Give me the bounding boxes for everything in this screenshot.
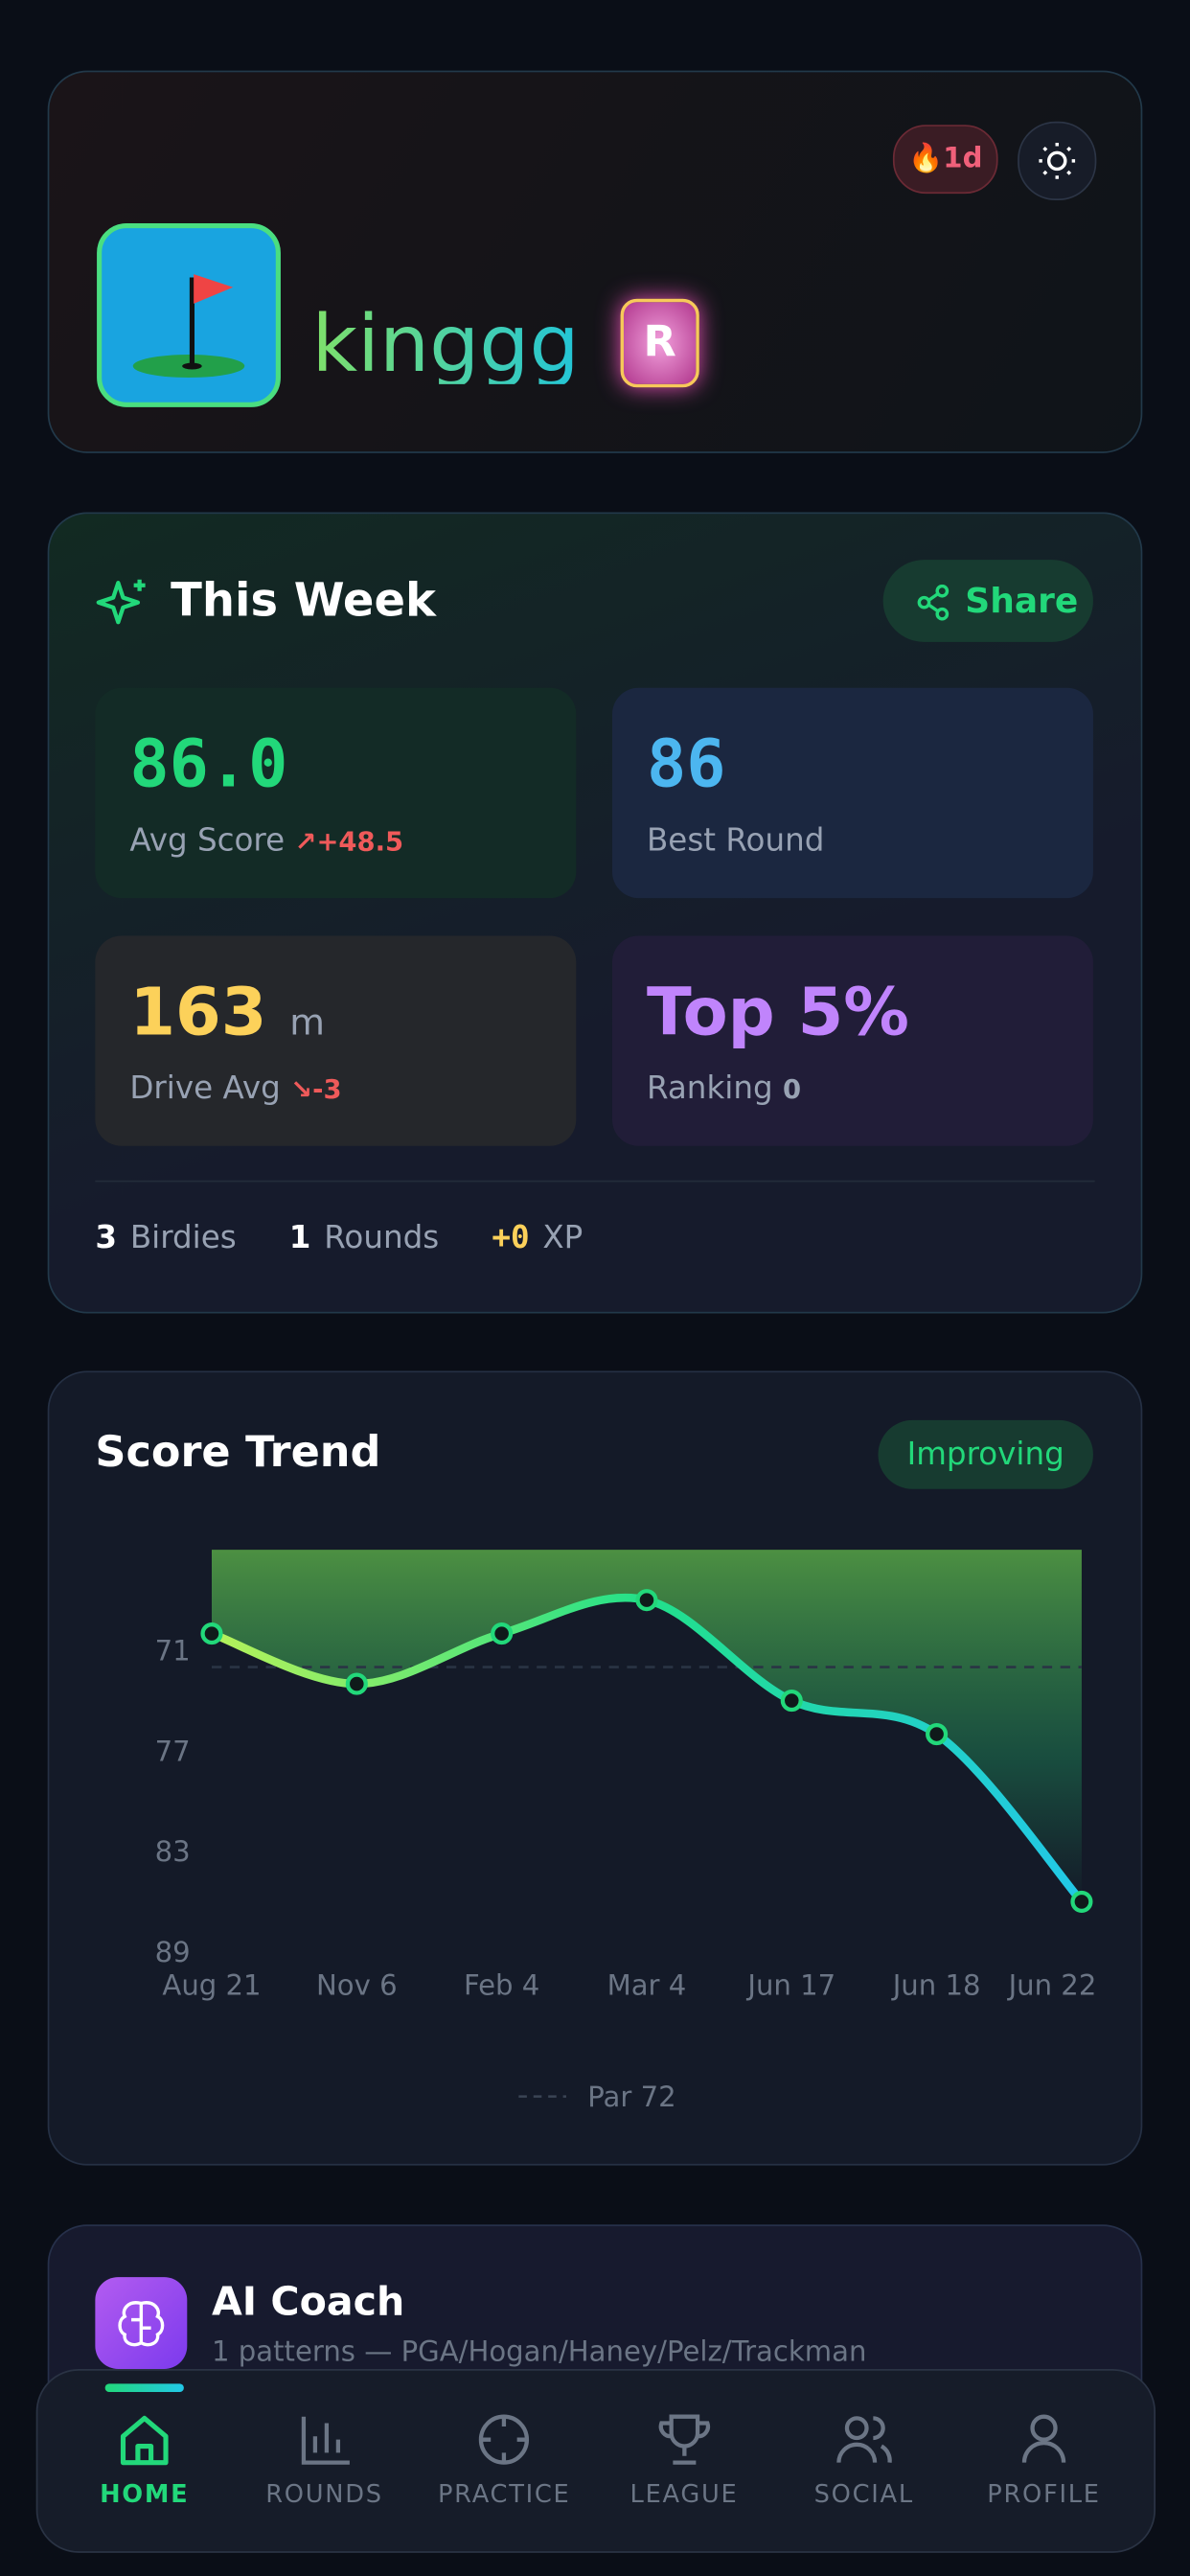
stat-delta: +48.5 [316, 825, 404, 858]
divider [95, 1180, 1095, 1183]
profile-card: 🔥1d kinggg R [47, 70, 1143, 453]
summary-value: 3 [95, 1219, 118, 1256]
coach-subtitle: 1 patterns — PGA/Hogan/Haney/Pelz/Trackm… [211, 2335, 867, 2370]
stat-value: 86 [646, 726, 726, 803]
tab[interactable]: LEAGUE [594, 2371, 774, 2551]
tab-icon [1021, 2414, 1066, 2463]
tab-label: PRACTICE [437, 2478, 571, 2509]
active-indicator [104, 2383, 184, 2392]
summary-value: +0 [492, 1219, 530, 1256]
point [780, 1689, 803, 1713]
point [926, 1722, 949, 1746]
stat-extra: 0 [782, 1073, 802, 1105]
brain-icon [118, 2301, 165, 2347]
tab-icon [836, 2416, 893, 2463]
summary-label: XP [542, 1219, 584, 1256]
trend-card: Score Trend Improving 71 77 83 89 Aug 21 Nov … [47, 1370, 1143, 2166]
stat-card: 86 Best Round [611, 687, 1093, 899]
tab-icon [301, 2416, 350, 2465]
summary-value: 1 [288, 1219, 311, 1256]
tab-icon [120, 2415, 169, 2466]
stat-label-text: Drive Avg [129, 1070, 281, 1107]
tab-label: SOCIAL [813, 2478, 914, 2509]
point [491, 1622, 514, 1645]
avatar [97, 222, 281, 407]
stat-label: Best Round [646, 822, 825, 859]
summary-label: Birdies [129, 1219, 237, 1256]
tab-bar: HOME ROUNDS PRACTICE LEAGUE SOCIAL PROFILE [35, 2369, 1156, 2553]
stat-value: Top 5% [646, 975, 909, 1051]
stat-card: 86.0 Avg Score ↗+48.5 [95, 687, 577, 899]
point [1070, 1890, 1093, 1913]
rank-badge: R [620, 298, 699, 388]
x-tick-label: Jun 18 [891, 1968, 981, 2001]
stat-value: 86.0 [129, 726, 288, 803]
tab-icon [658, 2414, 710, 2465]
share-label: Share [965, 581, 1079, 621]
stat-label: Avg Score ↗+48.5 [129, 822, 404, 859]
share-button[interactable]: Share [882, 560, 1093, 642]
y-tick-label: 77 [155, 1735, 191, 1767]
x-tick-label: Feb 4 [464, 1968, 539, 2001]
week-card: This Week Share 86.0 Avg Score ↗+48.5 86… [47, 512, 1143, 1314]
y-tick-label: 71 [155, 1634, 191, 1667]
share-icon [917, 584, 950, 621]
username: kinggg [311, 298, 580, 384]
tab[interactable]: SOCIAL [774, 2371, 954, 2551]
sun-icon [1039, 143, 1076, 179]
stat-label: Drive Avg ↘-3 [129, 1070, 342, 1107]
flag-icon [132, 274, 245, 379]
streak: 1d [943, 143, 983, 176]
stat-unit: m [289, 1002, 325, 1045]
stat-label: Ranking 0 [647, 1070, 801, 1107]
tab-label: HOME [100, 2478, 190, 2509]
tab-label: LEAGUE [629, 2478, 739, 2509]
week-title: This Week [171, 572, 436, 628]
tab-icon [479, 2414, 530, 2465]
stat-card: 163 m Drive Avg ↘-3 [95, 935, 577, 1146]
x-tick-label: Nov 6 [316, 1968, 398, 2001]
status-pill: Improving [878, 1419, 1093, 1489]
streak-badge[interactable]: 🔥1d [892, 125, 998, 195]
tab-label: ROUNDS [265, 2478, 383, 2509]
tab[interactable]: PRACTICE [414, 2371, 594, 2551]
point [200, 1622, 223, 1645]
x-tick-label: Aug 21 [162, 1968, 261, 2001]
summary-label: Rounds [324, 1219, 440, 1256]
y-tick-label: 83 [155, 1835, 191, 1868]
theme-button[interactable] [1018, 121, 1097, 200]
stat-value: 163 m [129, 976, 325, 1051]
x-tick-label: Mar 4 [607, 1968, 687, 2001]
tab[interactable]: PROFILE [953, 2371, 1133, 2551]
summary: 3 Birdies 1 Rounds +0 XP [95, 1220, 583, 1256]
x-tick-label: Jun 17 [745, 1968, 835, 2001]
coach-icon [95, 2277, 188, 2370]
sparkle-icon [96, 579, 146, 625]
point [635, 1589, 658, 1612]
area [211, 1550, 1082, 1902]
point [345, 1672, 368, 1695]
stat-delta: -3 [312, 1073, 342, 1105]
tab[interactable]: HOME [55, 2371, 235, 2551]
x-tick-label: Jun 22 [1007, 1968, 1097, 2001]
stat-label-text: Avg Score [129, 822, 286, 859]
tab[interactable]: ROUNDS [234, 2371, 414, 2551]
coach-title: AI Coach [211, 2278, 405, 2325]
y-tick-label: 89 [155, 1936, 191, 1968]
legend-label: Par 72 [587, 2081, 675, 2113]
stat-label-text: Ranking [646, 1070, 773, 1107]
stat-card: Top 5% Ranking 0 [611, 935, 1093, 1146]
tab-label: PROFILE [987, 2478, 1101, 2509]
chart-title: Score Trend [95, 1428, 381, 1478]
stat-number: 163 [129, 975, 267, 1051]
